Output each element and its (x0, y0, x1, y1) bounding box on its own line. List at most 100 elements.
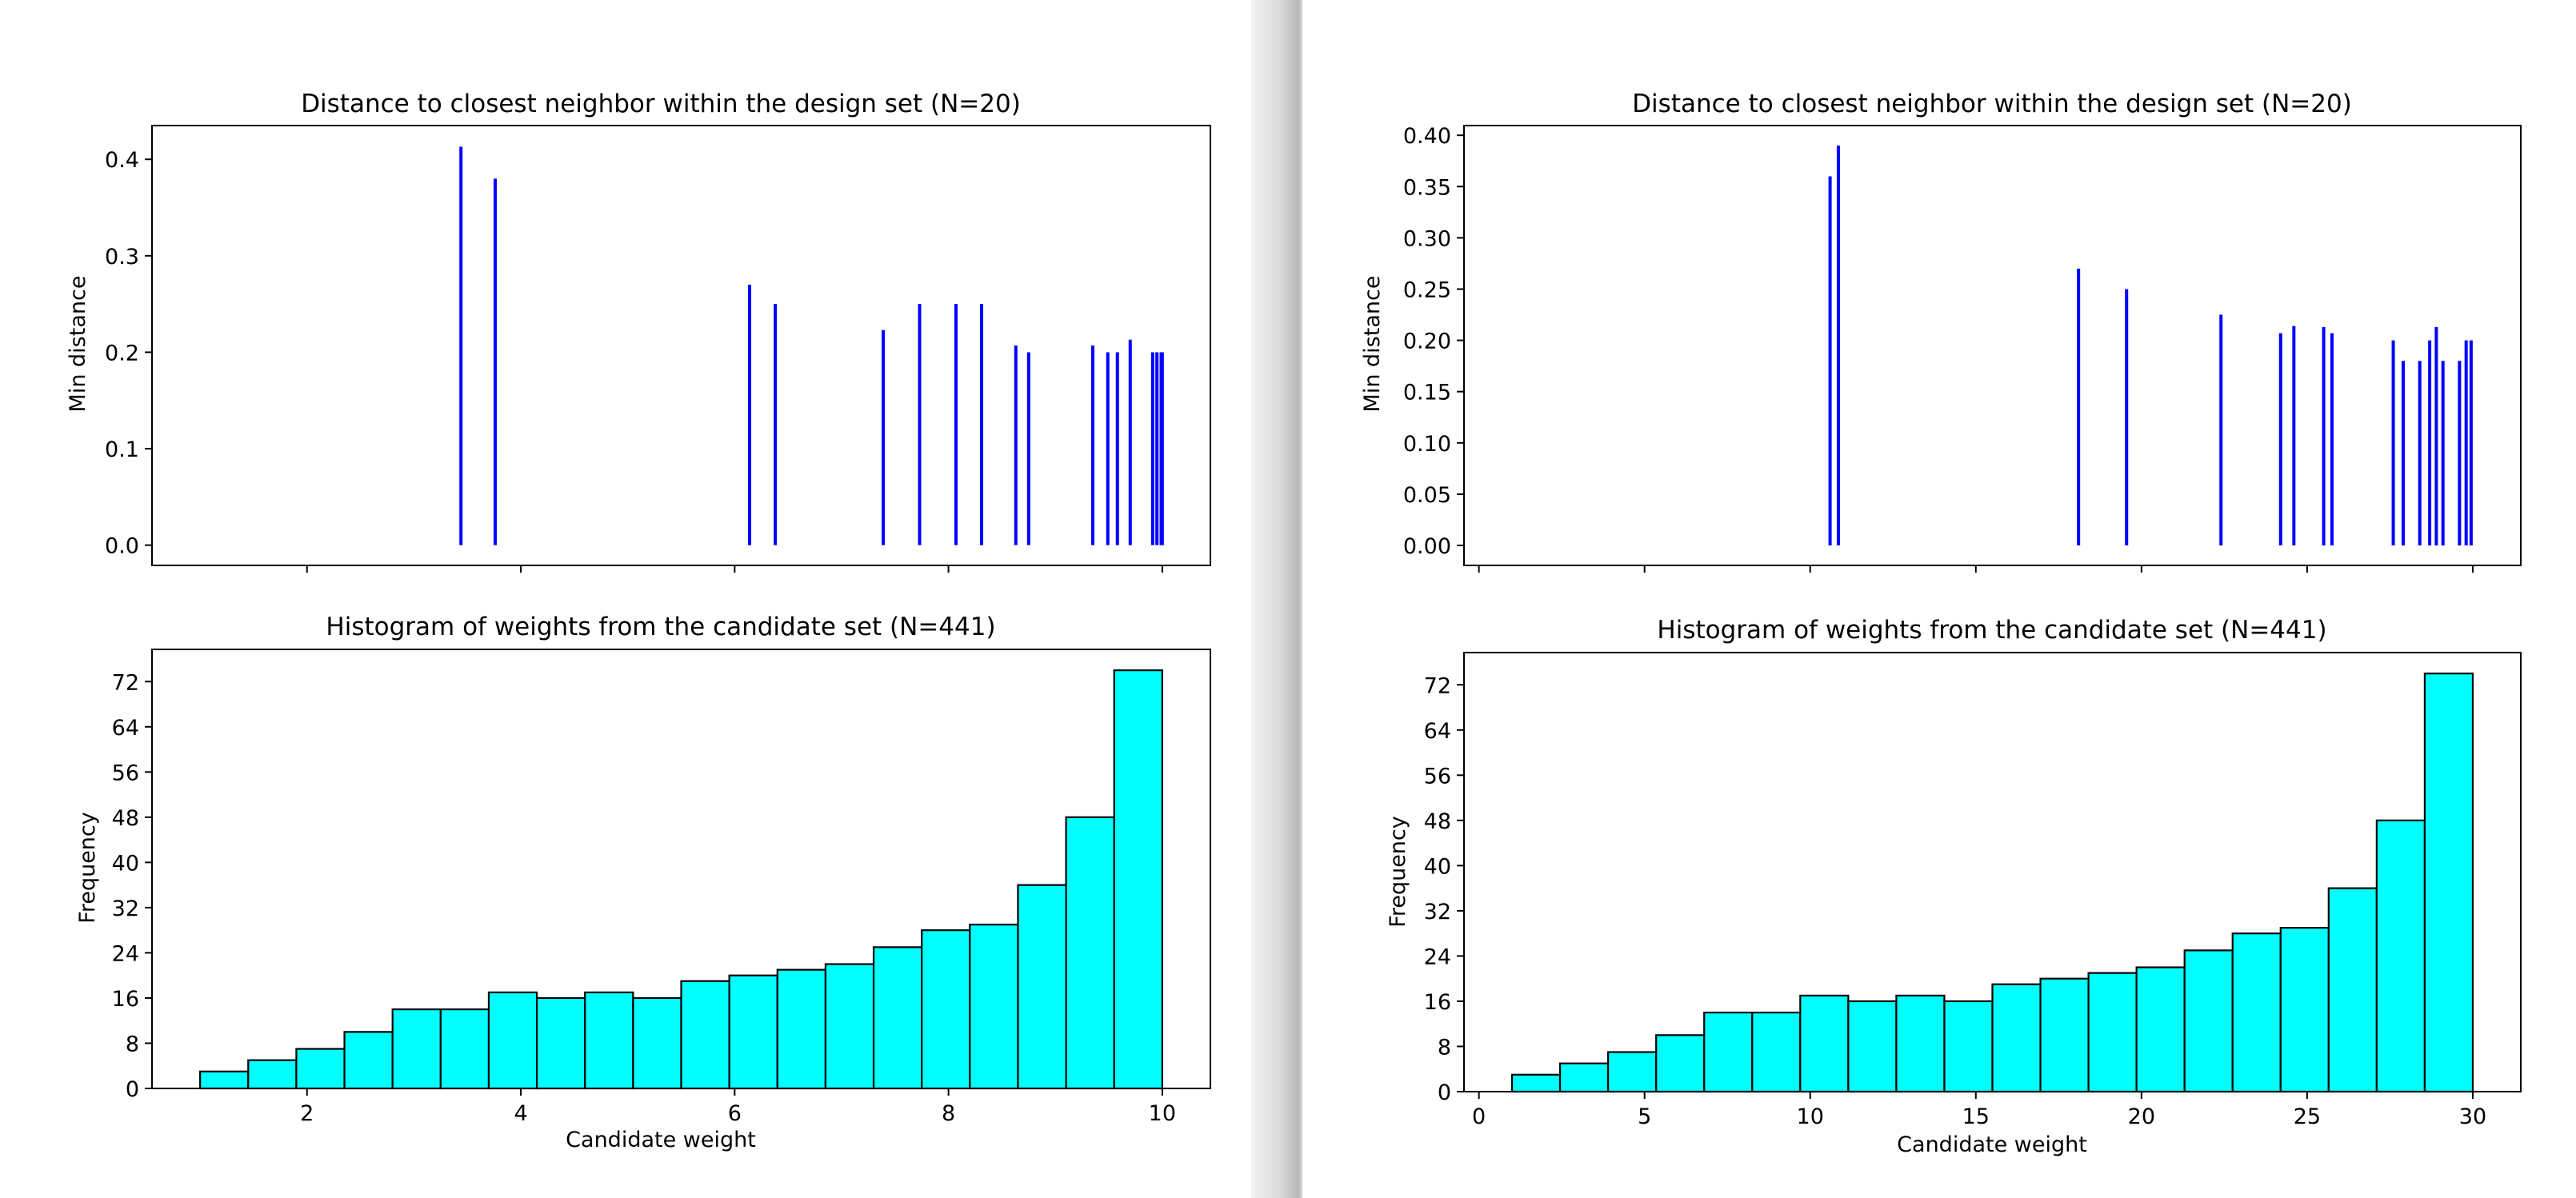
histogram-bar (2183, 949, 2234, 1093)
y-tick-label: 8 (1438, 1035, 1451, 1060)
right-stem-chart-title: Distance to closest neighbor within the … (1632, 90, 2352, 118)
histogram-bar (1655, 1034, 1706, 1093)
histogram-bar (1847, 1000, 1898, 1093)
histogram-bar (1799, 994, 1850, 1093)
histogram-bar (343, 1031, 394, 1090)
histogram-bar (199, 1070, 250, 1090)
y-tick-label: 0.20 (1403, 329, 1451, 354)
histogram-bar (2423, 673, 2474, 1093)
histogram-bar (2135, 966, 2186, 1093)
histogram-bar (584, 991, 634, 1090)
y-tick-label: 32 (112, 897, 139, 921)
x-tick-label: 2 (300, 1101, 314, 1126)
right-stem-chart: Distance to closest neighbor within the … (1360, 90, 2522, 573)
y-tick-label: 0.0 (105, 534, 139, 559)
x-tick-label: 10 (1797, 1104, 1824, 1129)
y-tick-label: 0.1 (105, 437, 139, 462)
y-tick-label: 40 (1424, 854, 1451, 879)
x-tick-label: 5 (1638, 1104, 1651, 1129)
histogram-bar (728, 974, 778, 1090)
y-tick-label: 56 (112, 761, 139, 785)
y-tick-label: 8 (126, 1032, 139, 1056)
y-tick-label: 72 (1424, 673, 1451, 698)
y-tick-label: 16 (1424, 990, 1451, 1015)
y-tick-label: 24 (1424, 944, 1451, 969)
histogram-bar (1943, 1000, 1994, 1093)
histogram-bar (2327, 887, 2378, 1093)
y-tick-label: 0.10 (1403, 432, 1451, 457)
x-tick-label: 4 (514, 1101, 527, 1126)
axes-frame (151, 649, 1211, 1089)
histogram-bar (1895, 994, 1946, 1093)
left-histogram-xlabel: Candidate weight (566, 1128, 756, 1152)
y-tick-label: 0.00 (1403, 534, 1451, 559)
y-tick-label: 32 (1424, 900, 1451, 924)
histogram-bar (632, 996, 682, 1090)
y-tick-label: 56 (1424, 764, 1451, 789)
y-tick-label: 40 (112, 851, 139, 876)
right-histogram-chart: Histogram of weights from the candidate … (1386, 616, 2522, 1157)
histogram-bar (1017, 884, 1067, 1090)
y-tick-label: 48 (112, 806, 139, 831)
axes-frame (1463, 652, 2522, 1092)
x-tick-label: 20 (2128, 1104, 2155, 1129)
y-tick-label: 72 (112, 670, 139, 695)
histogram-bar (295, 1048, 346, 1090)
histogram-bar (2279, 926, 2330, 1093)
histogram-bar (535, 996, 586, 1090)
x-tick-label: 15 (1962, 1104, 1990, 1129)
histogram-bar (1558, 1062, 1610, 1093)
x-tick-label: 25 (2294, 1104, 2321, 1129)
left-figure-canvas: Distance to closest neighbor within the … (66, 90, 1211, 1152)
left-stem-chart-ylabel: Min distance (66, 276, 90, 413)
histogram-bar (391, 1008, 442, 1090)
y-tick-label: 0.30 (1403, 226, 1451, 251)
right-histogram-title: Histogram of weights from the candidate … (1657, 616, 2326, 645)
histogram-bar (1703, 1011, 1754, 1093)
right-histogram-xlabel: Candidate weight (1897, 1132, 2087, 1157)
y-tick-label: 48 (1424, 809, 1451, 834)
histogram-bar (921, 929, 971, 1090)
histogram-bar (680, 980, 730, 1090)
histogram-bar (969, 923, 1019, 1090)
y-tick-label: 0.2 (105, 341, 139, 365)
left-histogram-chart: Histogram of weights from the candidate … (75, 613, 1211, 1152)
histogram-bar (1991, 983, 2042, 1093)
right-figure-panel: Distance to closest neighbor within the … (1302, 0, 2576, 1198)
histogram-bar (1607, 1051, 1658, 1093)
histogram-bar (776, 968, 827, 1090)
right-figure-canvas: Distance to closest neighbor within the … (1360, 90, 2522, 1157)
y-tick-label: 0 (126, 1077, 139, 1102)
axes-frame (1463, 125, 2522, 566)
y-tick-label: 0.15 (1403, 381, 1451, 405)
right-histogram-ylabel: Frequency (1386, 816, 1410, 928)
x-tick-label: 6 (728, 1101, 742, 1126)
y-tick-label: 0.25 (1403, 278, 1451, 302)
y-tick-label: 16 (112, 987, 139, 1012)
y-tick-label: 0.4 (105, 148, 139, 173)
histogram-bar (487, 991, 538, 1090)
right-stem-chart-ylabel: Min distance (1360, 276, 1385, 413)
y-tick-label: 24 (112, 941, 139, 966)
histogram-bar (1065, 816, 1115, 1090)
x-tick-label: 30 (2459, 1104, 2486, 1129)
page-divider (1251, 0, 1302, 1198)
histogram-bar (1751, 1011, 1802, 1093)
y-tick-label: 64 (112, 716, 139, 741)
x-tick-label: 8 (942, 1101, 955, 1126)
y-tick-label: 0.35 (1403, 175, 1451, 200)
histogram-bar (2087, 972, 2138, 1093)
left-histogram-title: Histogram of weights from the candidate … (326, 613, 995, 641)
histogram-bar (1510, 1073, 1562, 1093)
histogram-bar (872, 946, 923, 1090)
left-histogram-ylabel: Frequency (75, 812, 100, 924)
histogram-bar (2039, 977, 2090, 1093)
left-stem-chart-title: Distance to closest neighbor within the … (301, 90, 1021, 118)
y-tick-label: 0 (1438, 1080, 1451, 1105)
axes-frame (151, 125, 1211, 566)
histogram-bar (247, 1059, 298, 1090)
y-tick-label: 0.3 (105, 245, 139, 270)
y-tick-label: 0.05 (1403, 483, 1451, 508)
x-tick-label: 10 (1149, 1101, 1176, 1126)
y-tick-label: 0.40 (1403, 124, 1451, 149)
